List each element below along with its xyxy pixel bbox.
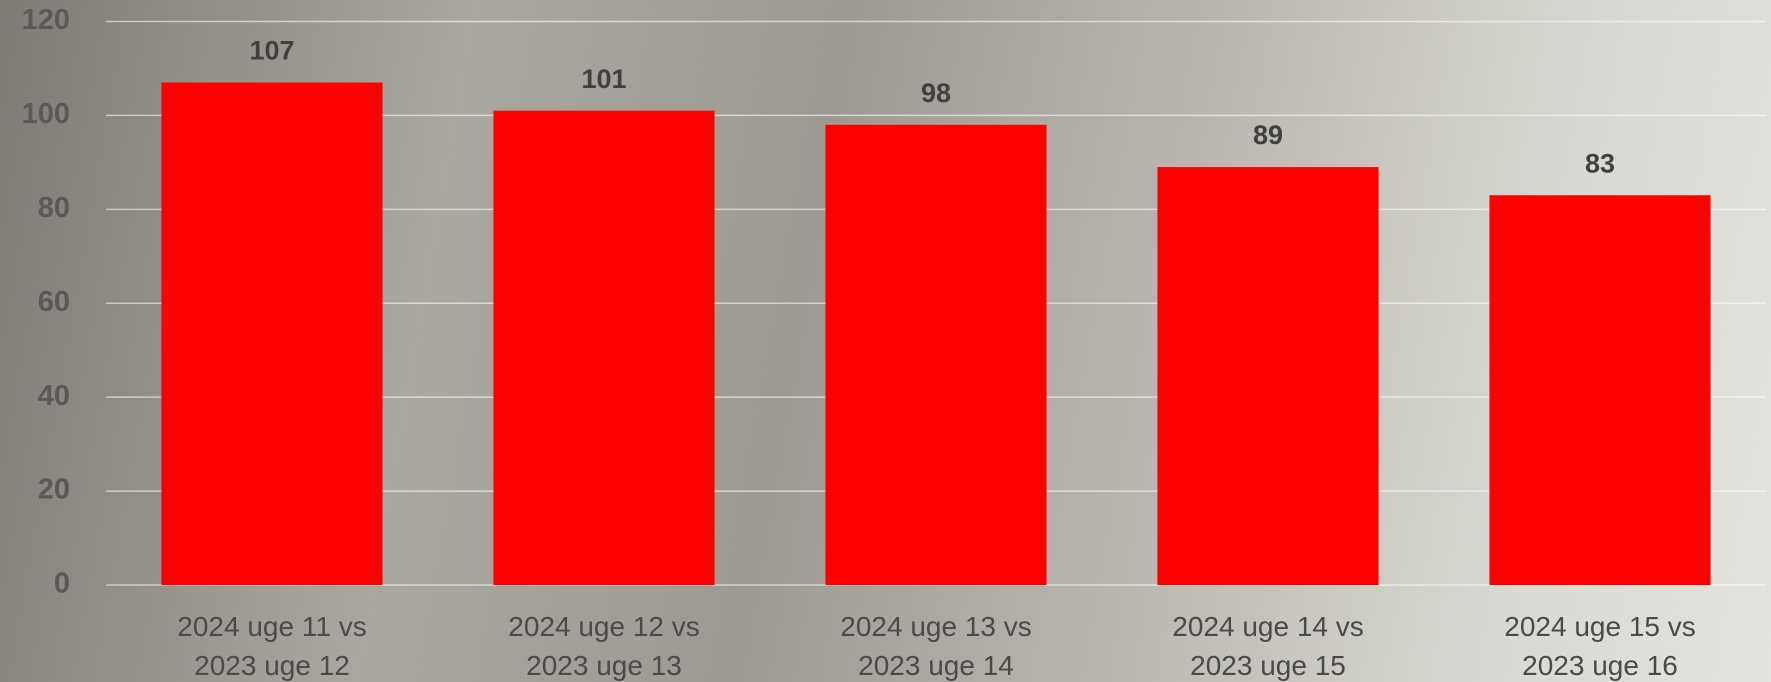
value-label: 83 bbox=[1585, 148, 1615, 178]
y-tick-label: 120 bbox=[22, 4, 70, 36]
y-tick-label: 60 bbox=[38, 286, 70, 318]
bar bbox=[1157, 167, 1379, 585]
bar bbox=[825, 124, 1047, 585]
x-tick-label: 2024 uge 13 vs 2023 uge 14 bbox=[840, 611, 1032, 681]
bar bbox=[1489, 195, 1711, 585]
x-tick-label: 2024 uge 11 vs 2023 uge 12 bbox=[177, 611, 367, 681]
value-label: 98 bbox=[921, 78, 951, 108]
value-label: 101 bbox=[581, 64, 626, 94]
y-tick-label: 100 bbox=[22, 98, 70, 130]
bar bbox=[161, 82, 383, 585]
y-tick-label: 40 bbox=[38, 380, 70, 412]
bar bbox=[493, 110, 715, 586]
x-tick-label: 2024 uge 14 vs 2023 uge 15 bbox=[1172, 611, 1364, 681]
value-label: 89 bbox=[1253, 120, 1283, 150]
x-tick-label: 2024 uge 15 vs 2023 uge 16 bbox=[1504, 611, 1696, 681]
y-tick-label: 0 bbox=[54, 568, 70, 600]
x-tick-label: 2024 uge 12 vs 2023 uge 13 bbox=[508, 611, 700, 681]
y-tick-label: 80 bbox=[38, 192, 70, 224]
y-tick-label: 20 bbox=[38, 474, 70, 506]
value-label: 107 bbox=[249, 36, 294, 66]
